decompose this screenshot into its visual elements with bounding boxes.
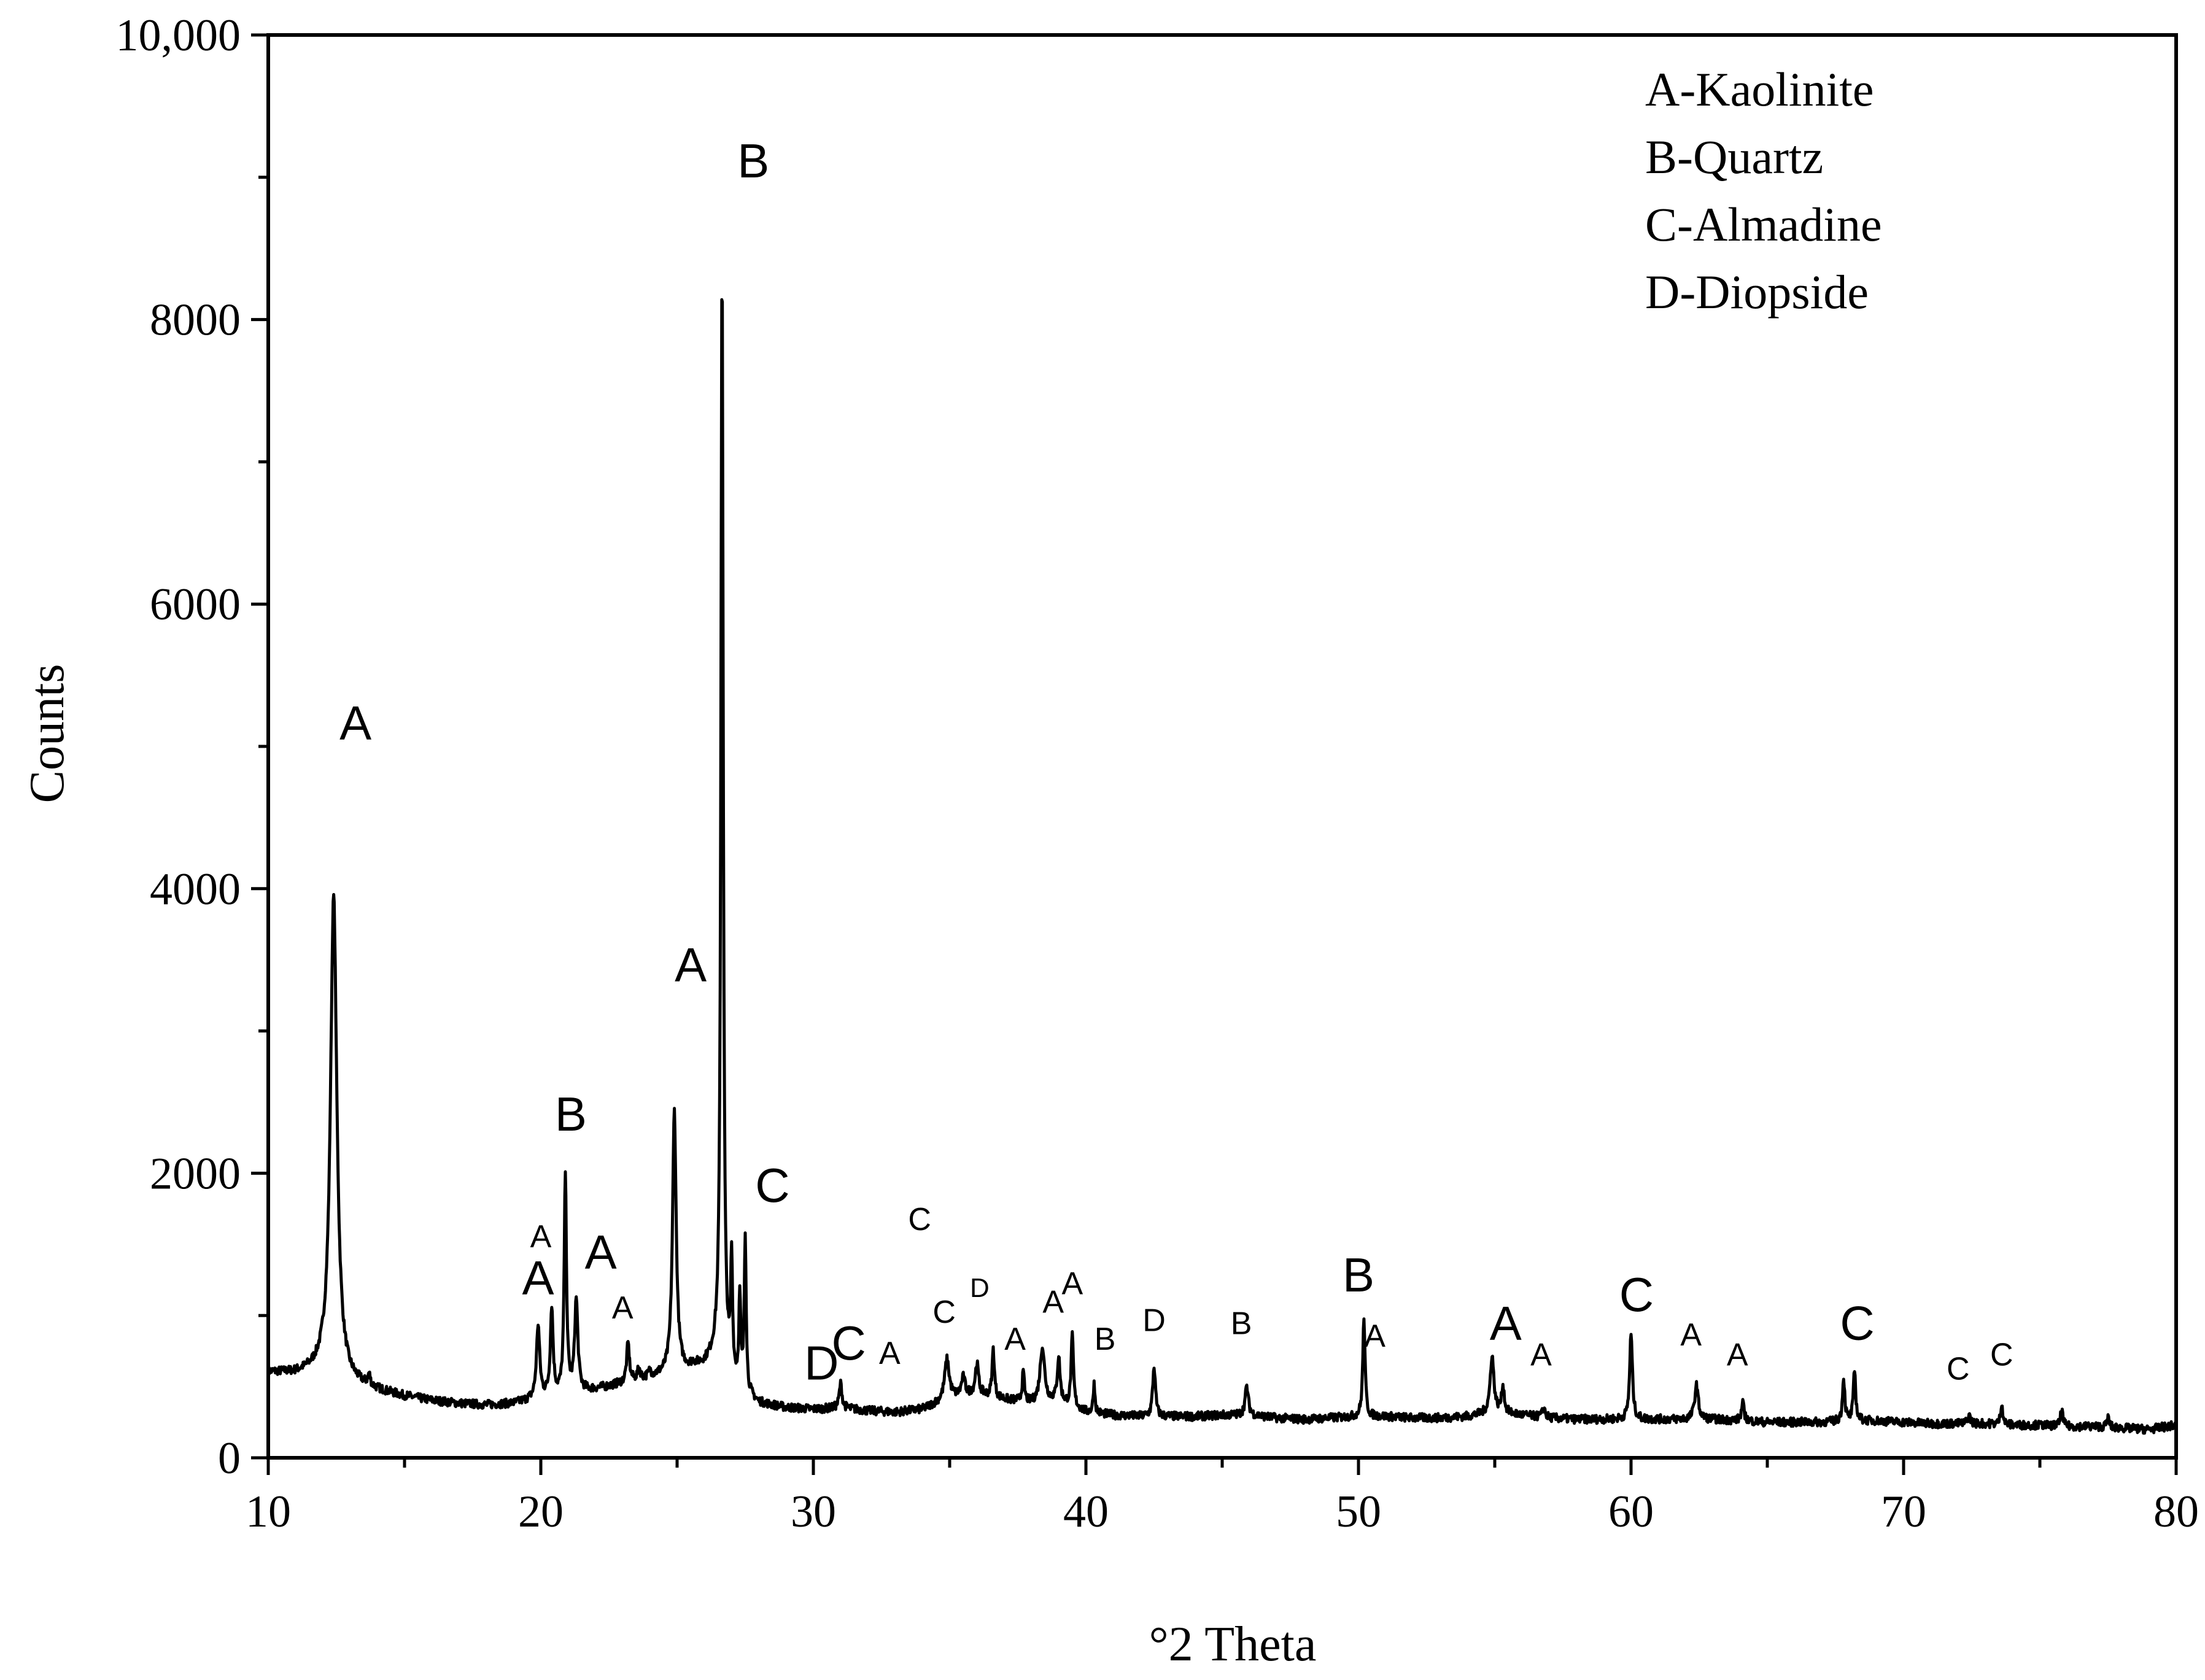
- peak-label-b: B: [1095, 1322, 1116, 1357]
- peak-label-a: A: [530, 1219, 552, 1255]
- peak-label-a: A: [675, 937, 707, 991]
- peak-label-c: C: [932, 1295, 956, 1330]
- y-tick-label: 2000: [150, 1148, 241, 1199]
- legend: A-Kaolinite B-Quartz C-Almadine D-Diopsi…: [1645, 63, 1882, 319]
- peak-label-c: C: [1840, 1296, 1874, 1350]
- x-axis-title: °2 Theta: [1149, 1617, 1317, 1671]
- peak-label-a: A: [612, 1290, 634, 1326]
- peak-label-c: C: [755, 1158, 789, 1212]
- peak-label-d: D: [970, 1273, 990, 1303]
- peak-label-a: A: [1490, 1296, 1522, 1350]
- peak-label-a: A: [585, 1225, 617, 1279]
- peak-label-a: A: [1004, 1322, 1026, 1357]
- peak-label-a: A: [1042, 1285, 1064, 1320]
- peak-label-a: A: [1061, 1266, 1083, 1301]
- y-tick-label: 0: [218, 1433, 241, 1484]
- x-tick-label: 80: [2153, 1487, 2199, 1537]
- x-tick-label: 50: [1336, 1487, 1381, 1537]
- peak-label-b: B: [1231, 1306, 1252, 1341]
- x-tick-label: 10: [246, 1487, 291, 1537]
- y-tick-label: 8000: [150, 295, 241, 346]
- x-tick-label: 20: [518, 1487, 564, 1537]
- legend-item-kaolinite: A-Kaolinite: [1645, 63, 1874, 116]
- peak-label-c: C: [1947, 1352, 1970, 1387]
- y-tick-label: 10,000: [116, 10, 241, 61]
- peak-label-c: C: [908, 1202, 931, 1237]
- plot-frame: [266, 33, 2178, 1460]
- peak-label-b: B: [737, 134, 769, 188]
- y-tick-label: 4000: [150, 864, 241, 915]
- peak-label-a: A: [339, 695, 371, 749]
- y-tick-label: 6000: [150, 579, 241, 630]
- diffraction-trace: [266, 298, 2178, 1435]
- legend-item-almadine: C-Almadine: [1645, 198, 1882, 251]
- y-axis-title: Counts: [20, 664, 74, 803]
- peak-label-c: C: [1619, 1268, 1654, 1322]
- tick-labels: 10 20 30 40 50 60 70 80 0 2000 4000 6000 8000 10,000: [116, 10, 2199, 1537]
- peak-label-a: A: [1680, 1317, 1702, 1353]
- peak-label-c: C: [1990, 1337, 2013, 1372]
- peak-label-a: A: [1530, 1337, 1552, 1372]
- peak-label-d: D: [1142, 1303, 1166, 1339]
- peak-label-d: D: [804, 1336, 839, 1390]
- x-tick-label: 60: [1608, 1487, 1654, 1537]
- x-tick-label: 30: [791, 1487, 836, 1537]
- peak-label-a: A: [1727, 1337, 1748, 1372]
- peak-label-c: C: [832, 1316, 866, 1370]
- peak-label-a: A: [1364, 1318, 1385, 1354]
- legend-item-quartz: B-Quartz: [1645, 130, 1823, 184]
- legend-item-diopside: D-Diopside: [1645, 265, 1869, 319]
- peak-label-b: B: [1343, 1248, 1374, 1302]
- x-tick-label: 40: [1063, 1487, 1109, 1537]
- x-tick-label: 70: [1881, 1487, 1926, 1537]
- peak-label-a: A: [522, 1250, 554, 1304]
- peak-label-a: A: [879, 1336, 901, 1371]
- peak-label-b: B: [555, 1087, 587, 1141]
